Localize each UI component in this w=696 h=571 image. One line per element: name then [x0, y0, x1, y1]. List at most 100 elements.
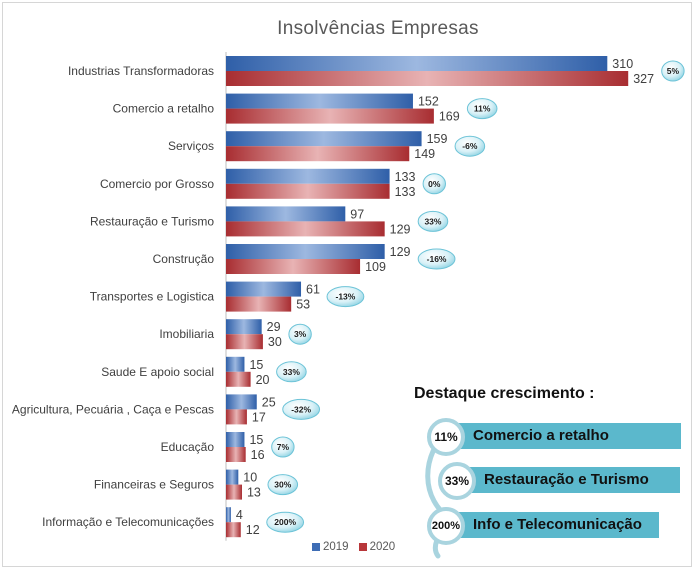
change-label-saude-e-apoio-social: 33%	[283, 367, 300, 377]
value-label-2020-agricultura-pecuaria-caca-e-pescas: 17	[252, 410, 266, 424]
bar-2019-restauracao-e-turismo	[226, 206, 346, 222]
value-label-2019-educacao: 15	[249, 433, 263, 447]
value-label-2019-informacao-e-telecomunicacoes: 4	[236, 508, 243, 522]
legend-swatch-2020	[358, 543, 367, 551]
bar-2019-financeiras-e-seguros	[226, 469, 239, 485]
category-label-industrias-transformadoras: Industrias Transformadoras	[68, 64, 214, 78]
value-label-2020-comercio-a-retalho: 169	[439, 110, 460, 124]
value-label-2020-imobiliaria: 30	[268, 335, 282, 349]
highlight-label-1: Comercio a retalho	[473, 427, 609, 444]
value-label-2020-saude-e-apoio-social: 20	[256, 373, 270, 387]
category-label-restauracao-e-turismo: Restauração e Turismo	[90, 214, 214, 228]
highlight-bar-2: Restauração e Turismo	[458, 467, 680, 493]
bar-2019-transportes-e-logistica	[226, 281, 302, 297]
value-label-2019-industrias-transformadoras: 310	[612, 57, 633, 71]
highlight-title: Destaque crescimento :	[414, 385, 595, 402]
category-label-informacao-e-telecomunicacoes: Informação e Telecomunicações	[42, 515, 214, 529]
bar-2019-comercio-a-retalho	[226, 93, 413, 109]
bar-2020-agricultura-pecuaria-caca-e-pescas	[226, 409, 247, 425]
change-label-comercio-a-retalho: 11%	[474, 104, 491, 114]
highlight-pct-3: 200%	[427, 507, 465, 545]
value-label-2020-financeiras-e-seguros: 13	[247, 486, 261, 500]
bar-2019-agricultura-pecuaria-caca-e-pescas	[226, 394, 257, 410]
bar-2019-construcao	[226, 244, 385, 259]
value-label-2019-transportes-e-logistica: 61	[306, 283, 320, 297]
change-bubble-servicos	[454, 135, 486, 157]
value-label-2019-comercio-a-retalho: 152	[418, 95, 439, 109]
legend-swatch-2019	[312, 543, 320, 551]
change-bubble-transportes-e-logistica	[326, 286, 365, 308]
category-label-transportes-e-logistica: Transportes e Logistica	[90, 290, 215, 304]
bar-2020-imobiliaria	[226, 334, 263, 350]
bar-2020-saude-e-apoio-social	[226, 371, 251, 387]
legend-label-2020: 2020	[369, 541, 396, 553]
category-label-comercio-por-grosso: Comercio por Grosso	[100, 177, 214, 191]
change-label-financeiras-e-seguros: 30%	[274, 480, 291, 490]
change-bubble-industrias-transformadoras	[661, 60, 685, 82]
change-bubble-financeiras-e-seguros	[267, 474, 299, 496]
highlight-row-1: Comercio a retalho 11%	[425, 418, 685, 456]
highlight-bar-3: Info e Telecomunicação	[447, 512, 659, 538]
bar-2020-construcao	[226, 259, 361, 274]
change-bubble-agricultura-pecuaria-caca-e-pescas	[282, 398, 321, 420]
bar-2019-educacao	[226, 432, 245, 447]
value-label-2020-comercio-por-grosso: 133	[395, 185, 416, 199]
change-label-imobiliaria: 3%	[294, 329, 307, 339]
category-label-servicos: Serviços	[168, 139, 214, 153]
bar-2020-restauracao-e-turismo	[226, 221, 385, 237]
value-label-2019-imobiliaria: 29	[267, 320, 281, 334]
value-label-2019-construcao: 129	[390, 245, 411, 259]
change-bubble-construcao	[417, 248, 456, 270]
bar-2019-industrias-transformadoras	[226, 56, 608, 71]
change-label-servicos: -6%	[462, 141, 478, 151]
bar-2019-comercio-por-grosso	[226, 168, 390, 184]
change-bubble-comercio-a-retalho	[466, 98, 498, 120]
value-label-2019-financeiras-e-seguros: 10	[243, 471, 257, 485]
value-label-2020-servicos: 149	[414, 147, 435, 161]
bar-2020-educacao	[226, 447, 246, 462]
highlight-pct-2: 33%	[438, 462, 476, 500]
legend: 2019 2020	[312, 541, 401, 553]
bar-2019-saude-e-apoio-social	[226, 356, 245, 372]
highlight-bar-1: Comercio a retalho	[447, 423, 681, 449]
value-label-2020-transportes-e-logistica: 53	[296, 298, 310, 312]
value-label-2020-construcao: 109	[365, 260, 386, 274]
legend-label-2019: 2019	[323, 541, 349, 553]
category-label-construcao: Construção	[153, 252, 215, 266]
bar-2020-informacao-e-telecomunicacoes	[226, 522, 241, 538]
bar-2019-servicos	[226, 131, 422, 147]
change-label-comercio-por-grosso: 0%	[428, 179, 441, 189]
change-bubble-educacao	[271, 436, 295, 458]
category-label-financeiras-e-seguros: Financeiras e Seguros	[94, 478, 214, 492]
change-bubble-informacao-e-telecomunicacoes	[266, 511, 305, 533]
category-label-saude-e-apoio-social: Saude E apoio social	[101, 365, 214, 379]
change-bubble-imobiliaria	[288, 323, 312, 345]
value-label-2020-industrias-transformadoras: 327	[633, 72, 654, 86]
value-label-2019-saude-e-apoio-social: 15	[249, 358, 263, 372]
change-label-transportes-e-logistica: -13%	[336, 292, 356, 302]
bar-2020-comercio-por-grosso	[226, 183, 390, 199]
legend-item-2020: 2020	[358, 541, 396, 553]
bar-2019-imobiliaria	[226, 319, 262, 335]
value-label-2020-informacao-e-telecomunicacoes: 12	[246, 523, 260, 537]
change-bubble-comercio-por-grosso	[422, 173, 446, 195]
bar-2020-servicos	[226, 146, 410, 162]
change-bubble-restauracao-e-turismo	[417, 210, 449, 232]
change-bubble-saude-e-apoio-social	[276, 361, 307, 383]
chart-title: Insolvências Empresas	[277, 18, 479, 39]
value-label-2020-restauracao-e-turismo: 129	[390, 222, 411, 236]
category-label-agricultura-pecuaria-caca-e-pescas: Agricultura, Pecuária , Caça e Pescas	[12, 402, 214, 416]
highlight-label-2: Restauração e Turismo	[484, 471, 649, 488]
change-label-construcao: -16%	[427, 254, 447, 264]
bar-2020-transportes-e-logistica	[226, 296, 292, 312]
bar-2019-informacao-e-telecomunicacoes	[226, 507, 231, 523]
highlight-label-3: Info e Telecomunicação	[473, 516, 642, 533]
value-label-2019-servicos: 159	[427, 132, 448, 146]
highlight-row-3: Info e Telecomunicação 200%	[425, 507, 675, 545]
bar-2020-financeiras-e-seguros	[226, 484, 242, 500]
bar-2020-comercio-a-retalho	[226, 108, 434, 124]
change-label-restauracao-e-turismo: 33%	[424, 216, 441, 226]
change-label-agricultura-pecuaria-caca-e-pescas: -32%	[291, 404, 311, 414]
